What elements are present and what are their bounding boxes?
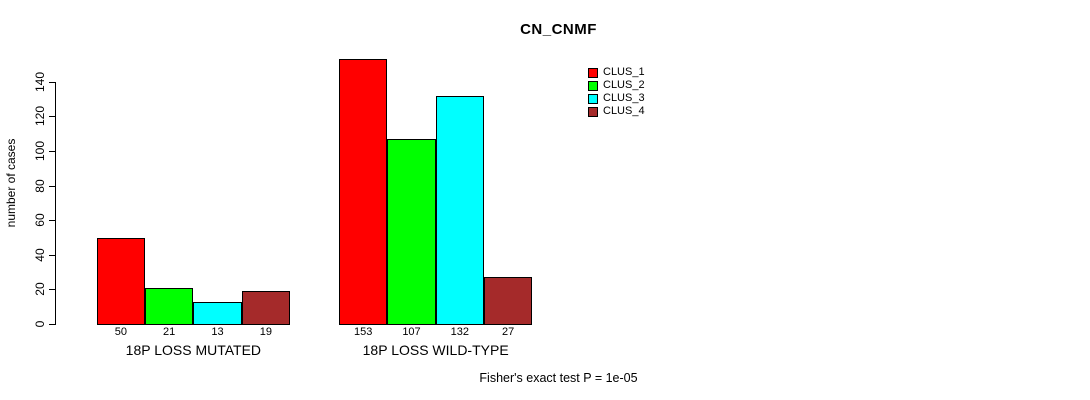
group-label-1: 18P LOSS WILD-TYPE [362, 342, 509, 358]
bar-value-label: 13 [211, 326, 224, 338]
bar-value-label: 50 [114, 326, 127, 338]
y-axis-tick [49, 116, 55, 118]
y-axis-tick [49, 254, 55, 256]
legend-swatch-clus_1 [588, 67, 598, 78]
legend-swatch-clus_4 [588, 106, 598, 117]
y-axis-tick [49, 185, 55, 187]
group-label-0: 18P LOSS MUTATED [125, 342, 262, 358]
legend-label: CLUS_3 [603, 92, 645, 104]
bar-value-label: 107 [402, 326, 421, 338]
legend-swatch-clus_2 [588, 80, 598, 91]
y-axis-line [55, 81, 56, 325]
legend: CLUS_1 CLUS_2 CLUS_3 CLUS_4 [588, 66, 645, 118]
y-axis-tick-label: 60 [33, 213, 47, 227]
y-axis-tick [49, 324, 55, 325]
y-axis-tick-label: 120 [33, 106, 47, 127]
bar-clus_1-group-0 [96, 237, 146, 325]
stat-annotation: Fisher's exact test P = 1e-05 [479, 371, 638, 385]
y-axis-label: number of cases [4, 138, 18, 228]
legend-label: CLUS_1 [603, 66, 645, 78]
bar-value-label: 27 [502, 326, 515, 338]
bar-clus_4-group-0 [241, 291, 291, 325]
bar-clus_2-group-1 [387, 138, 436, 325]
y-axis-tick [49, 289, 55, 291]
y-axis-tick [49, 220, 55, 222]
bar-value-label: 21 [163, 326, 176, 338]
chart-title: CN_CNMF [520, 21, 597, 38]
y-axis-tick-label: 0 [33, 320, 47, 328]
y-axis-tick [49, 151, 55, 152]
bar-clus_2-group-0 [145, 287, 194, 325]
bar-value-label: 19 [259, 326, 272, 338]
bar-value-label: 132 [450, 326, 469, 338]
legend-label: CLUS_2 [603, 79, 645, 91]
legend-row-clus_1: CLUS_1 [588, 66, 645, 79]
legend-row-clus_4: CLUS_4 [588, 105, 645, 118]
y-axis-tick-label: 40 [33, 248, 47, 262]
y-axis-tick-label: 140 [33, 71, 47, 92]
legend-label: CLUS_4 [603, 105, 645, 117]
y-axis-tick-label: 20 [33, 282, 47, 297]
legend-row-clus_2: CLUS_2 [588, 79, 645, 92]
legend-swatch-clus_3 [588, 93, 598, 104]
bar-clus_1-group-1 [339, 59, 388, 325]
bar-clus_3-group-0 [193, 301, 242, 325]
bar-value-label: 153 [353, 326, 373, 338]
bar-clus_4-group-1 [483, 277, 533, 325]
bar-clus_3-group-1 [435, 95, 484, 325]
y-axis-tick-label: 100 [33, 140, 47, 162]
y-axis-tick-label: 80 [33, 178, 47, 193]
legend-row-clus_3: CLUS_3 [588, 92, 645, 105]
y-axis-tick [49, 81, 55, 83]
